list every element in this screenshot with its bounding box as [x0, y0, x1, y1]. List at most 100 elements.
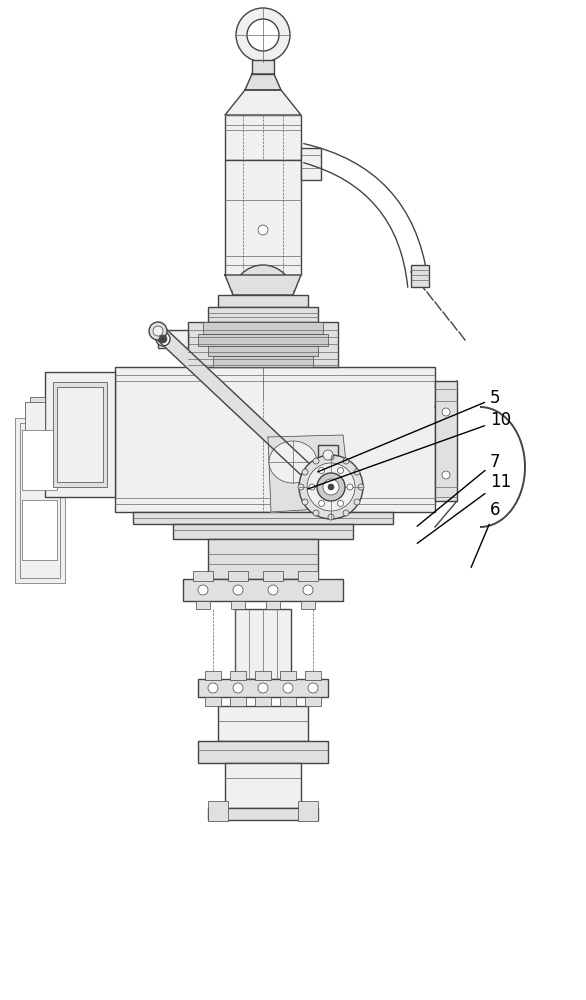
Bar	[198, 334, 328, 346]
Bar	[198, 741, 328, 763]
Circle shape	[233, 683, 243, 693]
Bar	[266, 601, 280, 609]
Circle shape	[328, 454, 334, 460]
Bar	[208, 307, 318, 322]
Bar	[225, 160, 301, 275]
Bar	[22, 430, 57, 490]
Circle shape	[153, 326, 163, 336]
Polygon shape	[268, 435, 351, 512]
Bar	[208, 539, 318, 579]
Bar	[230, 697, 246, 706]
Circle shape	[258, 225, 268, 235]
Bar	[173, 524, 353, 539]
Bar	[22, 500, 57, 560]
Text: 5: 5	[318, 389, 500, 472]
Bar	[255, 671, 271, 680]
Bar	[196, 601, 210, 609]
Circle shape	[328, 484, 334, 490]
Bar	[231, 601, 245, 609]
Bar	[15, 418, 65, 583]
Circle shape	[313, 458, 319, 464]
Bar	[45, 372, 115, 497]
Circle shape	[283, 683, 293, 693]
Bar	[205, 697, 221, 706]
Circle shape	[338, 468, 343, 474]
Circle shape	[309, 484, 315, 490]
Bar	[205, 671, 221, 680]
Circle shape	[247, 19, 279, 51]
Bar	[218, 295, 308, 307]
Circle shape	[307, 463, 355, 511]
Bar	[298, 801, 318, 821]
Bar	[25, 402, 45, 472]
Bar	[280, 671, 296, 680]
Circle shape	[354, 469, 360, 475]
Bar	[301, 601, 315, 609]
Bar	[218, 706, 308, 741]
Polygon shape	[225, 90, 301, 115]
Circle shape	[323, 450, 333, 460]
Circle shape	[302, 499, 308, 505]
Bar	[435, 381, 457, 501]
Text: 11: 11	[417, 473, 511, 543]
Circle shape	[208, 683, 218, 693]
Bar	[208, 801, 228, 821]
Circle shape	[347, 484, 353, 490]
Circle shape	[323, 479, 339, 495]
Circle shape	[299, 455, 363, 519]
Bar	[115, 367, 435, 512]
Circle shape	[308, 683, 318, 693]
Bar	[183, 579, 343, 601]
Bar	[53, 382, 107, 487]
Bar	[133, 512, 393, 524]
Circle shape	[319, 500, 325, 506]
Bar	[263, 571, 283, 581]
Bar	[228, 571, 248, 581]
Circle shape	[343, 510, 349, 516]
Circle shape	[233, 585, 243, 595]
Circle shape	[328, 514, 334, 520]
Bar	[57, 387, 103, 482]
Circle shape	[149, 322, 167, 340]
Circle shape	[268, 585, 278, 595]
Circle shape	[236, 8, 290, 62]
Circle shape	[442, 471, 450, 479]
Circle shape	[198, 585, 208, 595]
Bar	[305, 671, 321, 680]
Bar	[30, 397, 45, 477]
Polygon shape	[225, 275, 301, 295]
Bar	[233, 275, 293, 295]
Bar	[20, 423, 60, 578]
Bar	[225, 763, 301, 808]
Circle shape	[159, 335, 167, 343]
Circle shape	[338, 500, 343, 506]
Circle shape	[313, 510, 319, 516]
Text: 7: 7	[417, 453, 500, 526]
Bar	[230, 671, 246, 680]
Circle shape	[298, 484, 304, 490]
Bar	[301, 148, 321, 180]
Bar	[411, 265, 429, 287]
Bar	[298, 571, 318, 581]
Circle shape	[233, 265, 293, 325]
Bar	[252, 60, 274, 74]
Bar	[158, 330, 188, 348]
Bar	[280, 697, 296, 706]
Circle shape	[302, 469, 308, 475]
Circle shape	[317, 473, 345, 501]
Circle shape	[319, 468, 325, 474]
Bar	[208, 808, 318, 820]
Circle shape	[358, 484, 364, 490]
Bar	[198, 679, 328, 697]
Circle shape	[343, 458, 349, 464]
Circle shape	[354, 499, 360, 505]
Bar	[235, 609, 291, 679]
Bar	[208, 346, 318, 356]
Text: 10: 10	[308, 411, 511, 489]
Circle shape	[258, 683, 268, 693]
Bar	[318, 445, 338, 465]
Bar	[255, 697, 271, 706]
Bar	[188, 322, 338, 367]
Text: 6: 6	[471, 501, 500, 567]
Bar	[203, 322, 323, 334]
